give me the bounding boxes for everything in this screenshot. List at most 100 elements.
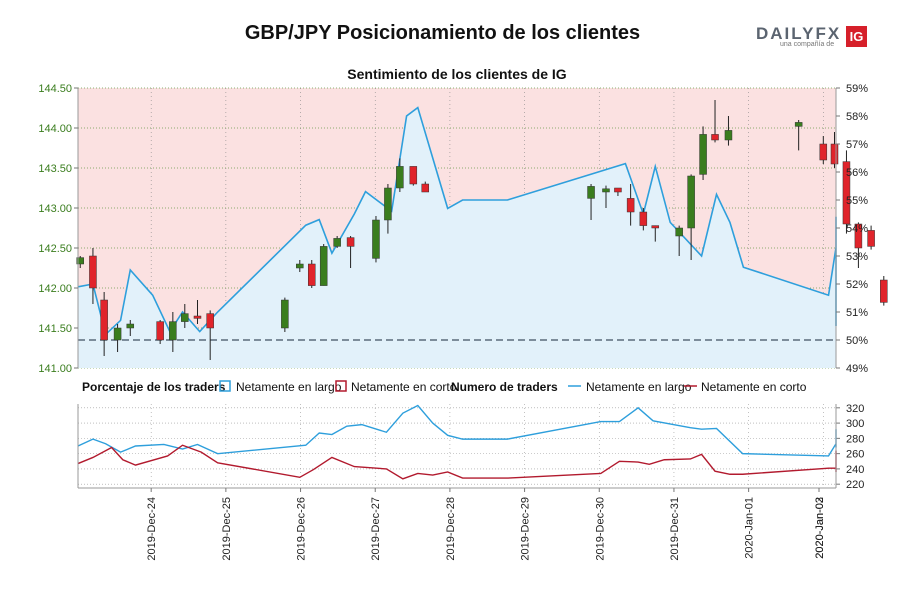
bearish-candle [819, 136, 828, 164]
candle-body [819, 143, 828, 161]
candle-body [100, 299, 108, 341]
candle-body [396, 166, 404, 189]
bullish-candle [372, 216, 380, 263]
bullish-candle [333, 236, 341, 248]
bearish-candle [651, 225, 660, 242]
candle-body [854, 223, 863, 249]
candle-body [281, 299, 289, 329]
candle-body [206, 313, 214, 329]
candle-body [89, 255, 97, 289]
long-count-line [77, 404, 837, 457]
bearish-candle [614, 187, 622, 196]
legend-count-short-label: Netamente en corto [701, 380, 807, 394]
short-count-line [77, 444, 837, 480]
pct-tick-label: 57% [846, 139, 868, 151]
bearish-candle [307, 260, 316, 288]
price-tick-label: 144.50 [38, 83, 72, 95]
price-tick-label: 141.50 [38, 323, 72, 335]
candle-body [156, 321, 164, 341]
pct-tick-label: 54% [846, 223, 868, 235]
bearish-candle [156, 320, 164, 344]
candle-body [421, 183, 430, 193]
candle-body [409, 166, 418, 185]
date-tick-label: 2019-Dec-28 [445, 497, 457, 561]
candle-body [675, 227, 683, 237]
date-tick-label: 2019-Dec-30 [594, 497, 606, 561]
candle-body [867, 230, 875, 247]
price-tick-label: 142.00 [38, 283, 72, 295]
pct-tick-label: 55% [846, 195, 868, 207]
date-tick-label: 2019-Dec-25 [221, 497, 233, 561]
bearish-candle [346, 236, 355, 268]
ig-badge: IG [846, 26, 867, 47]
date-tick-label: 2020-Jan-01 [744, 497, 756, 559]
bullish-candle [602, 185, 610, 208]
bullish-candle [687, 174, 695, 260]
candle-body [587, 186, 595, 199]
bullish-candle [319, 244, 328, 286]
candle-body [699, 134, 707, 175]
bearish-candle [880, 276, 888, 306]
bullish-candle [281, 297, 289, 332]
candle-body [711, 134, 719, 141]
price-tick-label: 143.50 [38, 163, 72, 175]
candle-body [181, 313, 189, 322]
candle-body [372, 219, 380, 259]
candle-body [333, 238, 341, 247]
legend-pct-short-swatch [335, 380, 347, 392]
pct-tick-label: 49% [846, 363, 868, 375]
candle-body [319, 246, 328, 286]
legend-pct-title: Porcentaje de los traders [82, 380, 226, 394]
logo-tagline: una compañía de [780, 41, 835, 48]
chart-title: GBP/JPY Posicionamiento de los clientes [244, 22, 641, 44]
bearish-candle [409, 166, 418, 186]
bearish-candle [830, 132, 839, 168]
pct-tick-label: 56% [846, 167, 868, 179]
long-pct-area [78, 107, 836, 368]
pct-tick-label: 52% [846, 279, 868, 291]
candle-body [614, 187, 622, 193]
bullish-candle [384, 184, 392, 234]
trader-count-panel: 220 240 260 280 300 320 2019-Dec-24 2019-Dec-25… [77, 403, 864, 561]
candle-body [880, 279, 888, 303]
pct-tick-label: 58% [846, 111, 868, 123]
candle-body [724, 130, 733, 141]
bearish-candle [100, 292, 108, 356]
date-tick-label: 2019-Dec-24 [146, 497, 158, 561]
candle-body [296, 263, 304, 269]
legend-count-title: Numero de traders [451, 380, 558, 394]
bullish-candle [126, 320, 135, 336]
pct-tick-label: 59% [846, 83, 868, 95]
bearish-candle [711, 100, 719, 143]
dailyfx-logo: DAILYFX una compañía de IG [756, 24, 871, 54]
bearish-candle [842, 150, 851, 234]
count-tick-label: 320 [846, 403, 864, 415]
date-tick-label: 2020-Jan-03 [814, 497, 826, 559]
bearish-candle [626, 184, 635, 226]
price-tick-label: 141.00 [38, 363, 72, 375]
bullish-candle [587, 184, 595, 220]
date-tick-label: 2019-Dec-26 [296, 497, 308, 561]
candle-body [626, 198, 635, 213]
pct-tick-label: 50% [846, 335, 868, 347]
pct-tick-label: 53% [846, 251, 868, 263]
bullish-candle [113, 324, 122, 352]
candle-body [687, 175, 695, 229]
candle-body [842, 161, 851, 225]
candle-body [794, 122, 803, 127]
bullish-candle [296, 260, 304, 272]
candle-body [76, 257, 84, 265]
bullish-candle [181, 304, 189, 328]
count-tick-label: 260 [846, 449, 864, 461]
count-tick-label: 220 [846, 479, 864, 491]
price-tick-label: 142.50 [38, 243, 72, 255]
count-tick-label: 240 [846, 464, 864, 476]
chart-subtitle: Sentimiento de los clientes de IG [347, 66, 567, 82]
bullish-candle [396, 158, 404, 192]
bullish-candle [794, 120, 803, 151]
date-tick-label: 2019-Dec-27 [370, 497, 382, 561]
legend-pct-long-label: Netamente en largo [236, 380, 342, 394]
date-tick-label: 2019-Dec-31 [669, 497, 681, 561]
candle-body [113, 327, 122, 341]
